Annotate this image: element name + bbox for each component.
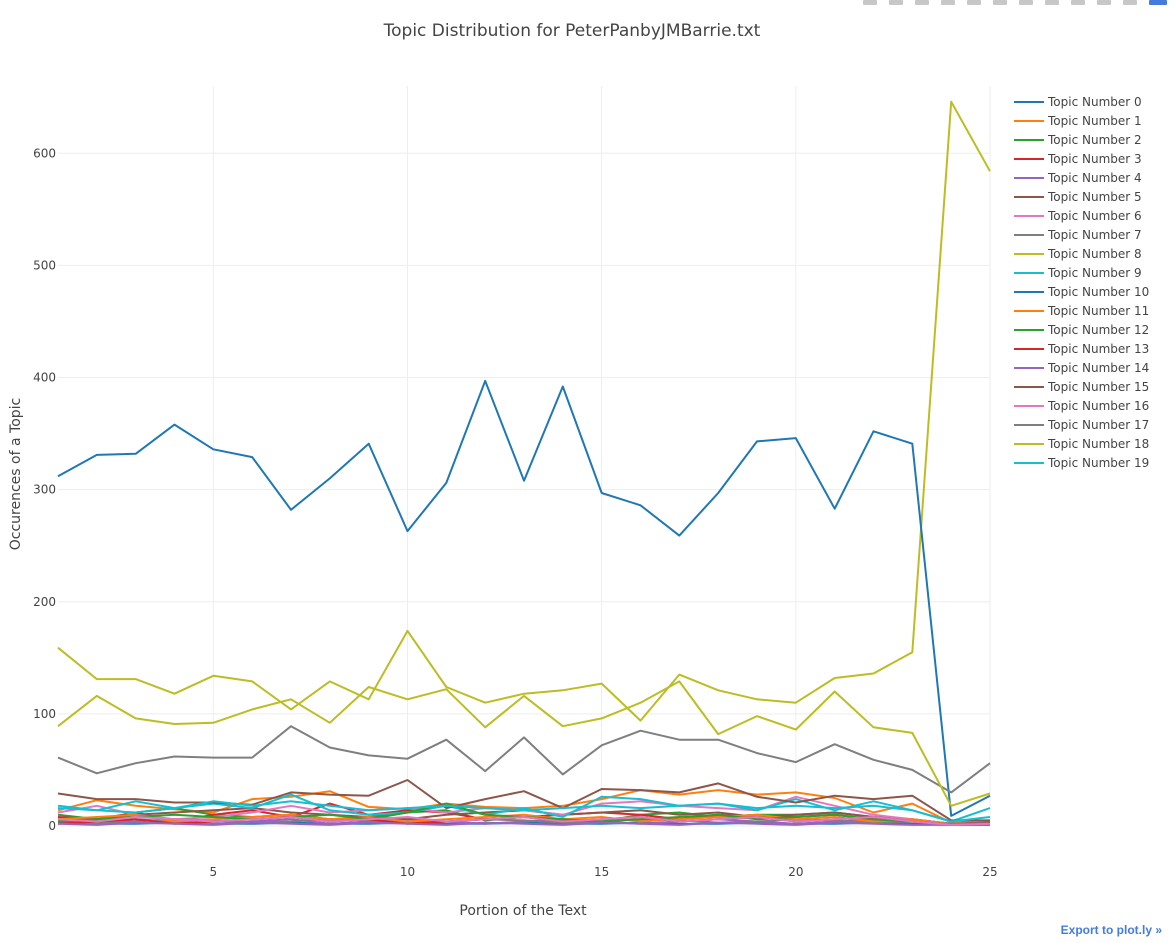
series-line-topic-9[interactable] [57, 793, 991, 823]
legend-label: Topic Number 13 [1047, 342, 1149, 356]
hover-compare-icon[interactable] [1123, 0, 1137, 5]
legend-item-topic-19[interactable]: Topic Number 19 [1014, 456, 1149, 470]
series-line-topic-4[interactable] [57, 818, 991, 826]
legend-item-topic-15[interactable]: Topic Number 15 [1014, 380, 1149, 394]
legend-item-topic-13[interactable]: Topic Number 13 [1014, 342, 1149, 356]
legend-label: Topic Number 5 [1047, 190, 1142, 204]
zoom-out-icon[interactable] [993, 0, 1007, 5]
save-icon[interactable] [889, 0, 903, 5]
legend-label: Topic Number 17 [1047, 418, 1149, 432]
y-tick-label-500: 500 [33, 258, 56, 272]
legend-item-topic-0[interactable]: Topic Number 0 [1014, 95, 1142, 109]
legend-label: Topic Number 16 [1047, 399, 1149, 413]
legend-label: Topic Number 9 [1047, 266, 1142, 280]
zoom-icon[interactable] [915, 0, 929, 5]
legend-label: Topic Number 2 [1047, 133, 1142, 147]
legend-label: Topic Number 11 [1047, 304, 1149, 318]
legend-label: Topic Number 6 [1047, 209, 1142, 223]
reset-icon[interactable] [1045, 0, 1059, 5]
series-line-topic-16[interactable] [57, 816, 991, 826]
legend-item-topic-17[interactable]: Topic Number 17 [1014, 418, 1149, 432]
legend-label: Topic Number 8 [1047, 247, 1142, 261]
y-tick-label-600: 600 [33, 146, 56, 160]
series-line-topic-11[interactable] [57, 813, 991, 826]
series-line-topic-18[interactable] [57, 680, 991, 807]
series-line-topic-15[interactable] [57, 779, 990, 822]
series-lines[interactable] [57, 100, 991, 826]
legend-item-topic-6[interactable]: Topic Number 6 [1014, 209, 1142, 223]
legend-item-topic-4[interactable]: Topic Number 4 [1014, 171, 1142, 185]
legend-item-topic-11[interactable]: Topic Number 11 [1014, 304, 1149, 318]
legend-item-topic-16[interactable]: Topic Number 16 [1014, 399, 1149, 413]
series-line-topic-17[interactable] [57, 725, 991, 794]
series-line-topic-14[interactable] [57, 821, 990, 826]
x-tick-label-5: 5 [210, 865, 218, 879]
legend-label: Topic Number 14 [1047, 361, 1149, 375]
series-line-topic-7[interactable] [57, 818, 990, 825]
legend-label: Topic Number 4 [1047, 171, 1142, 185]
grid [58, 86, 991, 827]
zoom-in-icon[interactable] [967, 0, 981, 5]
x-tick-label-10: 10 [400, 865, 415, 879]
y-axis-title: Occurences of a Topic [8, 398, 24, 550]
y-tick-label-300: 300 [33, 483, 56, 497]
plotly-logo-icon[interactable] [1149, 0, 1167, 5]
export-to-plotly-link[interactable]: Export to plot.ly » [1060, 923, 1162, 937]
spike-icon[interactable] [1071, 0, 1085, 5]
x-tick-label-20: 20 [788, 865, 803, 879]
legend-item-topic-7[interactable]: Topic Number 7 [1014, 228, 1142, 242]
chart-title: Topic Distribution for PeterPanbyJMBarri… [383, 21, 761, 41]
pan-icon[interactable] [941, 0, 955, 5]
legend-label: Topic Number 15 [1047, 380, 1149, 394]
legend-item-topic-3[interactable]: Topic Number 3 [1014, 152, 1142, 166]
axis-ticks: 5 10 15 20 25 0 100 200 300 400 500 600 [33, 146, 998, 879]
y-tick-label-200: 200 [33, 595, 56, 609]
x-axis-title: Portion of the Text [459, 903, 587, 919]
x-tick-label-15: 15 [594, 865, 609, 879]
legend-label: Topic Number 3 [1047, 152, 1142, 166]
legend-item-topic-8[interactable]: Topic Number 8 [1014, 247, 1142, 261]
legend-label: Topic Number 0 [1047, 95, 1142, 109]
series-line-topic-10[interactable] [57, 379, 991, 817]
y-tick-label-100: 100 [33, 707, 56, 721]
legend-label: Topic Number 10 [1047, 285, 1149, 299]
legend-item-topic-9[interactable]: Topic Number 9 [1014, 266, 1142, 280]
legend-item-topic-5[interactable]: Topic Number 5 [1014, 190, 1142, 204]
autoscale-icon[interactable] [1019, 0, 1033, 5]
legend-label: Topic Number 19 [1047, 456, 1149, 470]
legend-item-topic-10[interactable]: Topic Number 10 [1014, 285, 1149, 299]
legend-item-topic-12[interactable]: Topic Number 12 [1014, 323, 1149, 337]
legend-label: Topic Number 1 [1047, 114, 1142, 128]
y-tick-label-400: 400 [33, 371, 56, 385]
legend-label: Topic Number 7 [1047, 228, 1142, 242]
modebar[interactable] [863, 0, 1167, 6]
legend-item-topic-2[interactable]: Topic Number 2 [1014, 133, 1142, 147]
legend-item-topic-18[interactable]: Topic Number 18 [1014, 437, 1149, 451]
y-tick-label-0: 0 [48, 819, 56, 833]
legend-label: Topic Number 12 [1047, 323, 1149, 337]
legend-item-topic-1[interactable]: Topic Number 1 [1014, 114, 1142, 128]
series-line-topic-19[interactable] [57, 800, 991, 823]
camera-icon[interactable] [863, 0, 877, 5]
x-tick-label-25: 25 [982, 865, 997, 879]
legend[interactable]: Topic Number 0 Topic Number 1 Topic Number… [1014, 95, 1149, 470]
series-line-topic-8[interactable] [57, 100, 991, 722]
legend-label: Topic Number 18 [1047, 437, 1149, 451]
hover-closest-icon[interactable] [1097, 0, 1111, 5]
legend-item-topic-14[interactable]: Topic Number 14 [1014, 361, 1149, 375]
